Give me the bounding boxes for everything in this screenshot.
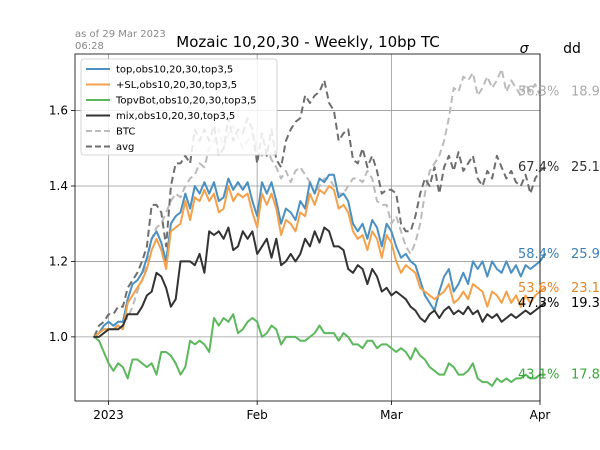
- x-tick-label: 2023: [93, 408, 124, 422]
- legend-label: top,obs10,20,30,top3,5: [116, 65, 233, 76]
- legend-label: +SL,obs10,20,30,top3,5: [116, 80, 237, 91]
- legend-label: mix,obs10,20,30,top3,5: [116, 111, 235, 122]
- sigma-annotation: 53.6%: [518, 281, 559, 296]
- dd-annotation: 18.9: [571, 85, 600, 100]
- sigma-annotation: 47.3%: [518, 296, 559, 311]
- sigma-annotation: 56.3%: [518, 85, 559, 100]
- legend-items: top,obs10,20,30,top3,5 +SL,obs10,20,30,to…: [86, 65, 257, 153]
- dd-annotation: 19.3: [571, 296, 600, 311]
- dd-annotation: 17.8: [571, 368, 600, 383]
- legend-box: [80, 58, 278, 156]
- legend: top,obs10,20,30,top3,5 +SL,obs10,20,30,to…: [80, 58, 278, 156]
- y-tick-label: 1.6: [49, 104, 68, 118]
- axis-ticks: 2023 Feb Mar Apr 1.0 1.2 1.4 1.6: [49, 104, 551, 422]
- sigma-annotation: 43.1%: [518, 368, 559, 383]
- series-line-5: [93, 79, 546, 338]
- series-line-2: [93, 313, 546, 387]
- timestamp-time: 06:28: [75, 41, 104, 52]
- sigma-annotation: 67.4%: [518, 160, 559, 175]
- legend-label: avg: [116, 142, 134, 153]
- x-tick-label: Feb: [247, 408, 268, 422]
- y-tick-label: 1.0: [49, 330, 68, 344]
- chart-title: Mozaic 10,20,30 - Weekly, 10bp TC: [176, 33, 439, 51]
- y-tick-label: 1.2: [49, 254, 68, 268]
- series-line-1: [93, 185, 546, 338]
- right-annotations: 58.4% 25.9 53.6% 23.1 43.1% 17.8 47.3% 19.3 56.3…: [518, 85, 600, 383]
- series-line-4: [93, 68, 546, 338]
- x-tick-label: Mar: [380, 408, 403, 422]
- plot-frame: [74, 53, 541, 402]
- legend-label: BTC: [116, 127, 135, 138]
- series-line-3: [93, 226, 546, 338]
- dd-annotation: 23.1: [571, 281, 600, 296]
- x-tick-label: Apr: [530, 408, 551, 422]
- dd-annotation: 25.1: [571, 160, 600, 175]
- series-layer: [93, 68, 546, 387]
- sigma-header: σ: [520, 41, 530, 57]
- timestamp-date: as of 29 Mar 2023: [75, 29, 166, 40]
- dd-annotation: 25.9: [571, 247, 600, 262]
- legend-label: TopvBot,obs10,20,30,top3,5: [115, 96, 257, 107]
- y-tick-label: 1.4: [49, 179, 68, 193]
- sigma-annotation: 58.4%: [518, 247, 559, 262]
- dd-header: dd: [563, 41, 581, 57]
